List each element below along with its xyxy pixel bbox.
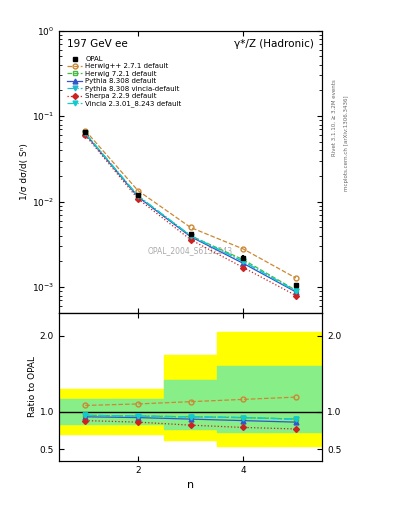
Pythia 8.308 default	[136, 194, 140, 200]
Vincia 2.3.01_8.243 default	[136, 193, 140, 199]
Text: 197 GeV ee: 197 GeV ee	[67, 39, 128, 49]
Y-axis label: Ratio to OPAL: Ratio to OPAL	[28, 356, 37, 417]
Herwig 7.2.1 default	[241, 257, 246, 263]
Herwig 7.2.1 default	[188, 232, 193, 239]
Vincia 2.3.01_8.243 default	[188, 232, 193, 239]
Vincia 2.3.01_8.243 default	[83, 131, 88, 137]
Herwig++ 2.7.1 default	[83, 127, 88, 134]
Sherpa 2.2.9 default	[294, 292, 298, 298]
Herwig 7.2.1 default	[83, 131, 88, 137]
Y-axis label: 1/σ dσ/d( Sⁿ): 1/σ dσ/d( Sⁿ)	[20, 143, 29, 200]
Pythia 8.308 vincia-default	[136, 193, 140, 199]
Legend: OPAL, Herwig++ 2.7.1 default, Herwig 7.2.1 default, Pythia 8.308 default, Pythia: OPAL, Herwig++ 2.7.1 default, Herwig 7.2…	[65, 54, 184, 109]
Sherpa 2.2.9 default	[136, 196, 140, 202]
Line: Pythia 8.308 default: Pythia 8.308 default	[83, 132, 298, 294]
Line: Herwig++ 2.7.1 default: Herwig++ 2.7.1 default	[83, 128, 298, 281]
Line: Sherpa 2.2.9 default: Sherpa 2.2.9 default	[83, 133, 298, 297]
Text: mcplots.cern.ch [arXiv:1306.3436]: mcplots.cern.ch [arXiv:1306.3436]	[344, 96, 349, 191]
Vincia 2.3.01_8.243 default	[294, 288, 298, 294]
X-axis label: n: n	[187, 480, 194, 490]
Sherpa 2.2.9 default	[83, 132, 88, 138]
Pythia 8.308 default	[83, 131, 88, 137]
Pythia 8.308 vincia-default	[83, 131, 88, 137]
Herwig++ 2.7.1 default	[188, 224, 193, 230]
Line: Vincia 2.3.01_8.243 default: Vincia 2.3.01_8.243 default	[83, 131, 298, 293]
Pythia 8.308 vincia-default	[241, 259, 246, 265]
Pythia 8.308 default	[188, 233, 193, 240]
Herwig 7.2.1 default	[136, 194, 140, 200]
Text: γ*/Z (Hadronic): γ*/Z (Hadronic)	[235, 39, 314, 49]
Text: Rivet 3.1.10, ≥ 3.2M events: Rivet 3.1.10, ≥ 3.2M events	[332, 79, 337, 156]
Text: OPAL_2004_S6132243: OPAL_2004_S6132243	[148, 246, 233, 255]
Sherpa 2.2.9 default	[241, 264, 246, 270]
Herwig++ 2.7.1 default	[136, 187, 140, 194]
Herwig++ 2.7.1 default	[294, 275, 298, 281]
Vincia 2.3.01_8.243 default	[241, 259, 246, 265]
Line: Herwig 7.2.1 default: Herwig 7.2.1 default	[83, 131, 298, 293]
Herwig 7.2.1 default	[294, 287, 298, 293]
Herwig++ 2.7.1 default	[241, 246, 246, 252]
Pythia 8.308 default	[294, 289, 298, 295]
Pythia 8.308 default	[241, 260, 246, 266]
Pythia 8.308 vincia-default	[188, 232, 193, 239]
Sherpa 2.2.9 default	[188, 237, 193, 243]
Pythia 8.308 vincia-default	[294, 288, 298, 294]
Line: Pythia 8.308 vincia-default: Pythia 8.308 vincia-default	[83, 131, 298, 293]
